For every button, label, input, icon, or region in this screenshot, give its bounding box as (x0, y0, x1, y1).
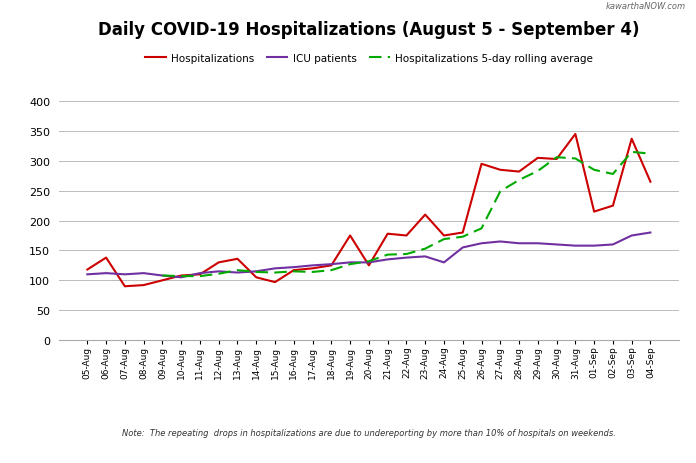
Hospitalizations (290, 268, 298, 273)
Hospitalizations 5-day rolling average (459, 234, 467, 240)
Hospitalizations (139, 283, 148, 288)
Hospitalizations (102, 255, 110, 261)
ICU patients (252, 269, 260, 275)
Line: ICU patients: ICU patients (87, 233, 651, 278)
Hospitalizations (120, 284, 129, 289)
Hospitalizations 5-day rolling average (571, 156, 580, 162)
ICU patients (271, 266, 279, 271)
Hospitalizations (365, 263, 373, 269)
ICU patients (459, 245, 467, 250)
Hospitalizations 5-day rolling average (477, 226, 486, 232)
ICU patients (515, 241, 523, 246)
ICU patients (120, 272, 129, 277)
Hospitalizations 5-day rolling average (515, 178, 523, 183)
ICU patients (346, 260, 354, 266)
ICU patients (327, 262, 335, 267)
ICU patients (496, 239, 505, 245)
Hospitalizations 5-day rolling average (214, 271, 223, 277)
Hospitalizations (214, 260, 223, 266)
Hospitalizations 5-day rolling average (308, 269, 317, 275)
ICU patients (590, 244, 599, 249)
Hospitalizations 5-day rolling average (628, 150, 636, 155)
Hospitalizations (647, 180, 655, 185)
Hospitalizations (402, 233, 411, 239)
Hospitalizations (609, 203, 617, 209)
ICU patients (233, 270, 242, 276)
ICU patients (158, 273, 166, 279)
ICU patients (290, 265, 298, 270)
Hospitalizations 5-day rolling average (383, 252, 392, 258)
Hospitalizations 5-day rolling average (290, 269, 298, 275)
Hospitalizations 5-day rolling average (365, 259, 373, 264)
Hospitalizations (421, 213, 429, 218)
ICU patients (383, 257, 392, 263)
ICU patients (609, 242, 617, 248)
ICU patients (571, 244, 580, 249)
Hospitalizations (459, 230, 467, 236)
Hospitalizations (553, 157, 561, 163)
Hospitalizations 5-day rolling average (496, 189, 505, 194)
ICU patients (628, 233, 636, 239)
Hospitalizations 5-day rolling average (233, 268, 242, 273)
Hospitalizations (158, 278, 166, 283)
Hospitalizations (83, 267, 91, 273)
Hospitalizations (252, 275, 260, 281)
Hospitalizations 5-day rolling average (590, 168, 599, 173)
ICU patients (177, 275, 185, 281)
ICU patients (402, 255, 411, 261)
ICU patients (214, 269, 223, 275)
Text: kawarthaNOW.com: kawarthaNOW.com (606, 2, 686, 11)
Hospitalizations (233, 257, 242, 262)
ICU patients (534, 241, 542, 246)
Hospitalizations (534, 156, 542, 161)
Hospitalizations 5-day rolling average (421, 246, 429, 252)
Text: Daily COVID-19 Hospitalizations (August 5 - September 4): Daily COVID-19 Hospitalizations (August … (98, 21, 640, 39)
Hospitalizations (440, 233, 448, 239)
Hospitalizations 5-day rolling average (647, 151, 655, 157)
Hospitalizations 5-day rolling average (534, 169, 542, 175)
Line: Hospitalizations: Hospitalizations (87, 135, 651, 287)
ICU patients (553, 242, 561, 248)
ICU patients (440, 260, 448, 266)
Hospitalizations 5-day rolling average (196, 274, 204, 279)
Hospitalizations (177, 273, 185, 279)
ICU patients (102, 271, 110, 276)
Hospitalizations 5-day rolling average (553, 155, 561, 161)
Hospitalizations (327, 263, 335, 269)
Hospitalizations (590, 209, 599, 215)
Line: Hospitalizations 5-day rolling average: Hospitalizations 5-day rolling average (162, 152, 651, 276)
Hospitalizations (271, 280, 279, 285)
Legend: Hospitalizations, ICU patients, Hospitalizations 5-day rolling average: Hospitalizations, ICU patients, Hospital… (145, 54, 593, 64)
ICU patients (421, 254, 429, 260)
ICU patients (139, 271, 148, 276)
Hospitalizations (515, 169, 523, 175)
Hospitalizations (628, 137, 636, 142)
Hospitalizations 5-day rolling average (609, 172, 617, 177)
Hospitalizations 5-day rolling average (346, 262, 354, 267)
Hospitalizations 5-day rolling average (158, 273, 166, 279)
Hospitalizations 5-day rolling average (271, 270, 279, 276)
Hospitalizations (383, 232, 392, 237)
Hospitalizations (477, 162, 486, 167)
Hospitalizations (346, 233, 354, 239)
Hospitalizations 5-day rolling average (327, 268, 335, 273)
Hospitalizations 5-day rolling average (252, 269, 260, 275)
Hospitalizations (571, 132, 580, 138)
ICU patients (477, 241, 486, 246)
ICU patients (365, 260, 373, 266)
ICU patients (308, 263, 317, 269)
Hospitalizations 5-day rolling average (440, 237, 448, 242)
ICU patients (647, 230, 655, 236)
Text: Note:  The repeating  drops in hospitalizations are due to undereporting by more: Note: The repeating drops in hospitaliza… (122, 429, 616, 438)
Hospitalizations (308, 266, 317, 271)
Hospitalizations 5-day rolling average (177, 274, 185, 279)
Hospitalizations 5-day rolling average (402, 252, 411, 257)
ICU patients (83, 272, 91, 277)
ICU patients (196, 271, 204, 276)
Hospitalizations (496, 168, 505, 173)
Hospitalizations (196, 272, 204, 277)
